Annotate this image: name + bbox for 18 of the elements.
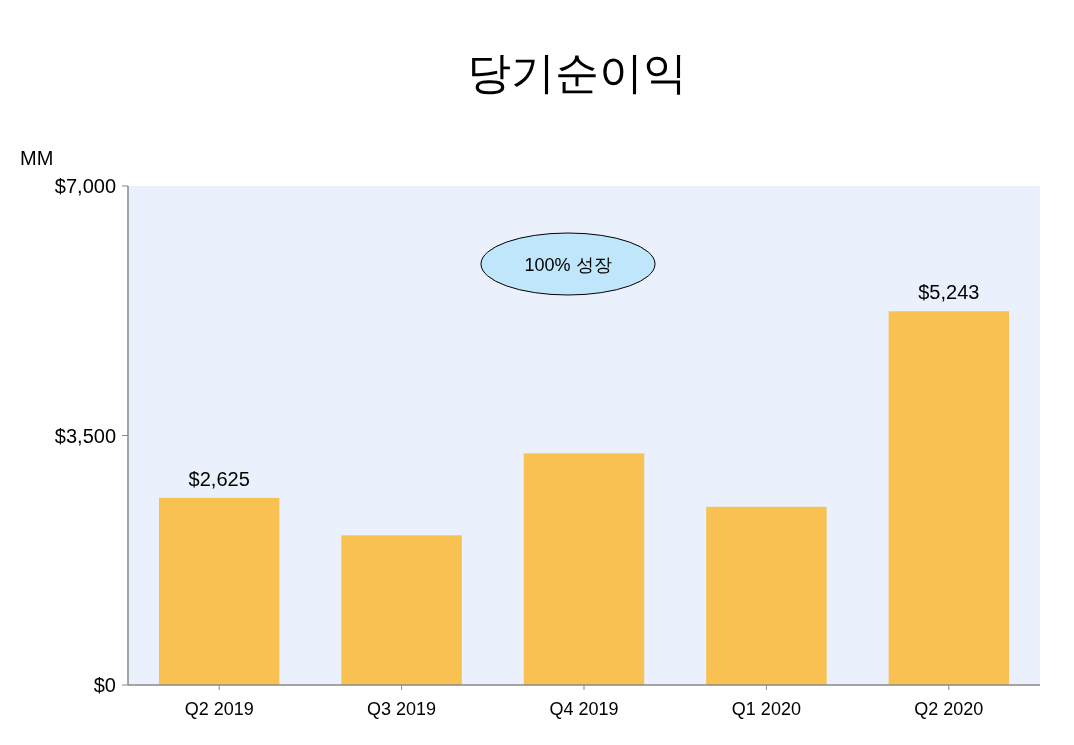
y-tick-label: $7,000 xyxy=(54,175,116,197)
annotation: 100% 성장 xyxy=(524,255,612,275)
x-tick-label: Q4 2019 xyxy=(549,699,619,719)
data-label: $2,625 xyxy=(188,467,250,490)
bar xyxy=(888,311,1009,685)
chart-title: 당기순이익 xyxy=(467,48,687,97)
bar xyxy=(159,497,280,685)
bar xyxy=(706,506,827,685)
x-tick-label: Q2 2020 xyxy=(914,699,984,719)
y-tick-label: $0 xyxy=(93,674,116,696)
y-axis-title: MM xyxy=(20,147,54,169)
bar xyxy=(341,535,462,685)
x-tick-label: Q1 2020 xyxy=(731,699,801,719)
x-tick-label: Q3 2019 xyxy=(367,699,437,719)
bar xyxy=(523,453,645,685)
y-tick-label: $3,500 xyxy=(54,424,116,447)
x-tick-label: Q2 2019 xyxy=(184,699,254,719)
data-label: $5,243 xyxy=(918,281,980,304)
